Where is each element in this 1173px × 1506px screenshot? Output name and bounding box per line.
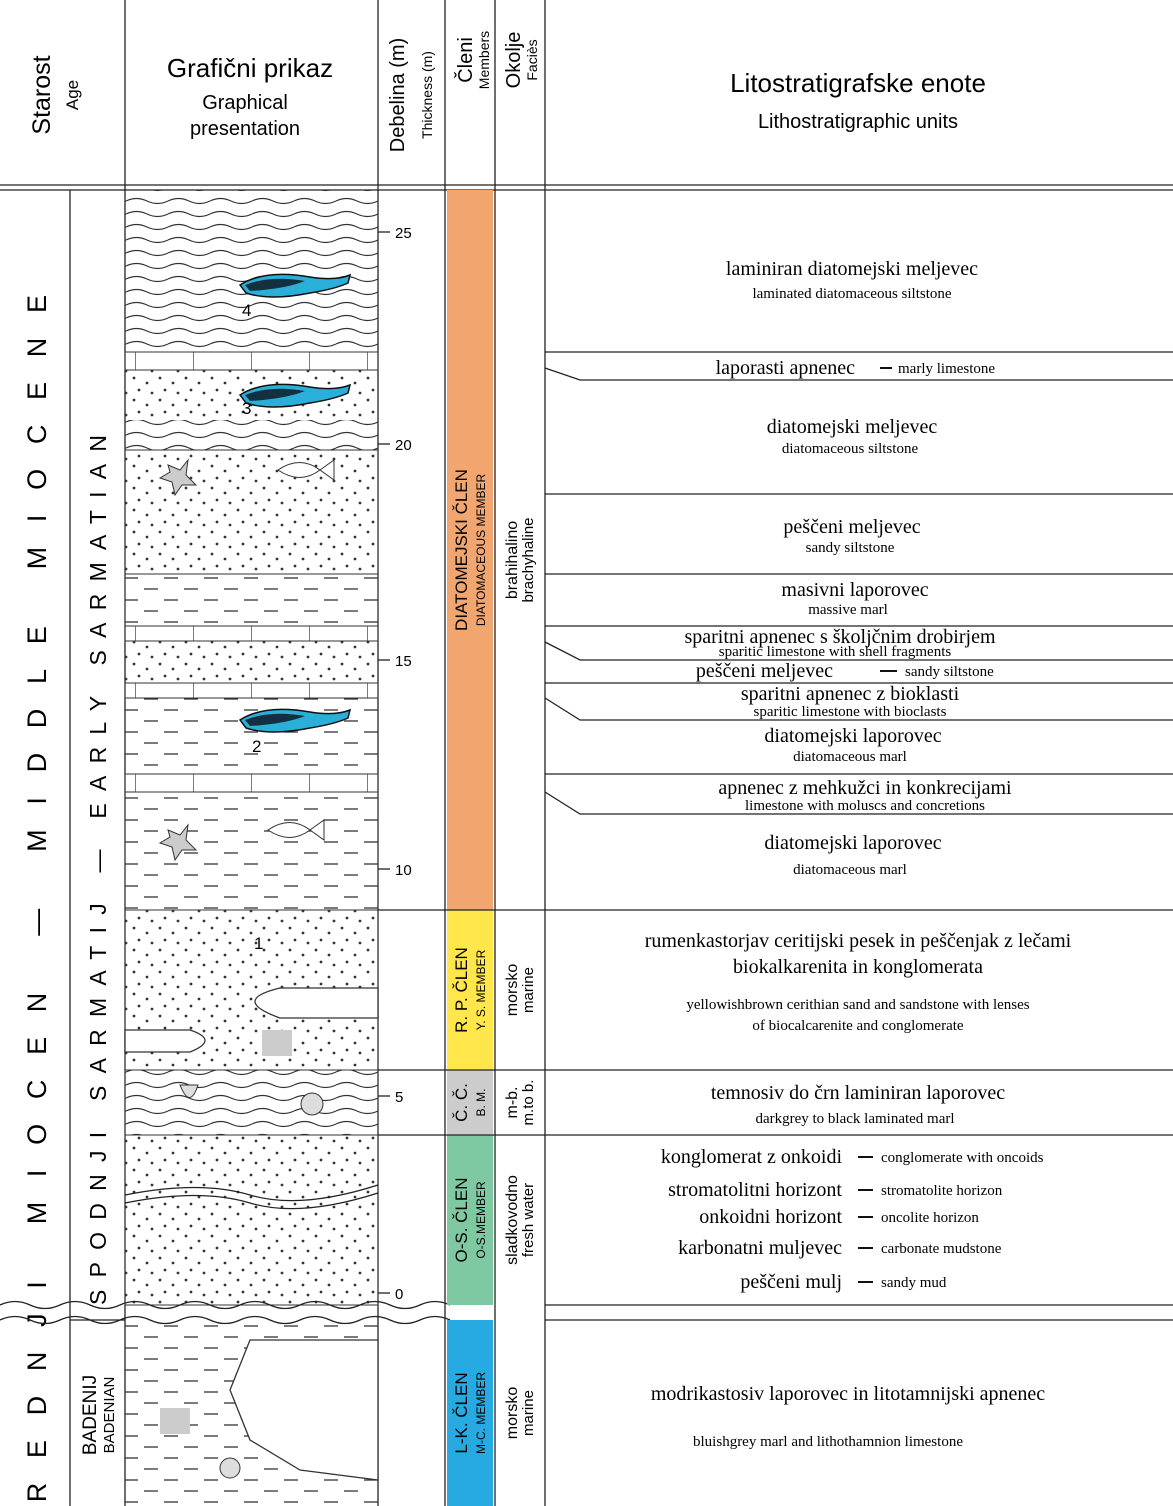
tick-label: 25 <box>395 225 412 242</box>
unit-sl: laminiran diatomejski meljevec <box>726 258 978 280</box>
unit-en: oncolite horizon <box>881 1210 979 1226</box>
unit-sl: diatomejski laporovec <box>764 725 941 747</box>
member-label: DIATOMEJSKI ČLEN <box>452 469 471 631</box>
unit-en: sandy mud <box>881 1275 947 1291</box>
unit-en: bluishgrey marl and lithothamnion limest… <box>693 1434 963 1450</box>
unit-en: sparitic limestone with bioclasts <box>754 704 947 720</box>
member-label: O-S. ČLEN <box>452 1177 471 1262</box>
header-facies: Okolje <box>503 32 525 89</box>
facies-label-en: m.to b. <box>520 1080 537 1126</box>
unit-sl: onkoidni horizont <box>699 1206 842 1228</box>
member-label: Č. Č. <box>452 1083 471 1122</box>
tick-label: 10 <box>395 862 412 879</box>
stage: BADENIJ <box>80 1375 101 1455</box>
unit-sl: diatomejski meljevec <box>767 416 938 438</box>
unit-sl: diatomejski laporovec <box>764 832 941 854</box>
unit-en: diatomaceous marl <box>793 862 907 878</box>
facies-label-en: brachyhaline <box>520 517 537 602</box>
tick-label: 15 <box>395 653 412 670</box>
fossil-number: 2 <box>252 737 261 756</box>
unit-sl: temnosiv do črn laminiran laporovec <box>711 1082 1005 1104</box>
unit-en: of biocalcarenite and conglomerate <box>752 1018 963 1034</box>
thickness-scale: 0 5 10 15 20 25 <box>378 225 412 1303</box>
fossil-number: 1 <box>254 934 263 953</box>
facies-label: morsko <box>504 964 521 1017</box>
tick-label: 0 <box>395 1286 403 1303</box>
unit-sl: karbonatni muljevec <box>678 1237 842 1259</box>
unit-en: darkgrey to black laminated marl <box>755 1111 954 1127</box>
member-label-en: B. M. <box>474 1088 488 1116</box>
unit-sl: apnenec z mehkužci in konkrecijami <box>718 777 1012 799</box>
unit-sl: biokalkarenita in konglomerata <box>733 956 983 978</box>
unit-en: stromatolite horizon <box>881 1183 1003 1199</box>
header: Starost Age Grafični prikaz Graphical pr… <box>28 31 986 152</box>
facies-label: m-b. <box>504 1087 521 1119</box>
unit-en: diatomaceous marl <box>793 749 907 765</box>
tick-label: 5 <box>395 1089 403 1106</box>
member-label-en: M-C. MEMBER <box>474 1372 488 1454</box>
header-thickness-en: Thickness (m) <box>419 51 435 139</box>
unit-en: yellowishbrown cerithian sand and sandst… <box>686 997 1029 1013</box>
units: laminiran diatomejski meljevec laminated… <box>645 258 1072 1450</box>
unit-en: sandy siltstone <box>905 664 994 680</box>
facies-label-en: fresh water <box>520 1183 537 1257</box>
member-label: L-K. ČLEN <box>452 1372 471 1453</box>
unit-en: conglomerate with oncoids <box>881 1150 1044 1166</box>
facies-label: morsko <box>504 1387 521 1440</box>
member-label: R. P. ČLEN <box>452 947 471 1033</box>
unit-sl: stromatolitni horizont <box>668 1179 842 1201</box>
lithology <box>0 190 1173 1506</box>
unit-sl: sparitni apnenec z bioklasti <box>741 683 960 705</box>
facies-label: brahihalino <box>504 521 521 599</box>
unit-sl: konglomerat z onkoidi <box>661 1146 843 1168</box>
facies-label-en: marine <box>520 967 537 1013</box>
header-facies-en: Faciès <box>524 39 540 80</box>
unit-en: massive marl <box>808 602 888 618</box>
header-age-en: Age <box>63 80 82 110</box>
facies-label-en: marine <box>520 1390 537 1436</box>
unit-en: diatomaceous siltstone <box>782 441 919 457</box>
fossil-number: 4 <box>242 301 251 320</box>
unit-sl: rumenkastorjav ceritijski pesek in pešče… <box>645 930 1072 952</box>
member-label-en: O-S.MEMBER <box>474 1181 488 1259</box>
facies-label: sladkovodno <box>504 1175 521 1265</box>
member-label-en: Y. S. MEMBER <box>474 949 488 1030</box>
unit-sl: peščeni mulj <box>740 1271 842 1293</box>
unit-sl: peščeni meljevec <box>696 660 833 682</box>
member-label-en: DIATOMACEOUS MEMBER <box>474 474 488 627</box>
header-age: Starost <box>28 55 56 134</box>
header-graphic-en: Graphical <box>202 92 288 114</box>
epoch: SREDNJI MIOCEN — MIDDLE MIOCENE <box>22 295 52 1506</box>
unit-sl: masivni laporovec <box>781 579 928 601</box>
header-units-en: Lithostratigraphic units <box>758 111 958 133</box>
stratigraphic-column: Starost Age Grafični prikaz Graphical pr… <box>0 0 1173 1506</box>
unit-en: sandy siltstone <box>806 540 895 556</box>
unit-en: laminated diatomaceous siltstone <box>752 286 951 302</box>
header-units: Litostratigrafske enote <box>730 68 986 98</box>
unit-en: limestone with moluscs and concretions <box>745 798 985 814</box>
header-members-en: Members <box>476 31 492 89</box>
unit-sl: laporasti apnenec <box>716 357 855 379</box>
unit-en: sparitic limestone with shell fragments <box>719 644 952 660</box>
header-members: Členi <box>454 37 477 83</box>
tick-label: 20 <box>395 437 412 454</box>
header-thickness: Debelina (m) <box>387 38 409 152</box>
unit-sl: peščeni meljevec <box>783 516 920 538</box>
unit-sl: modrikastosiv laporovec in litotamnijski… <box>651 1383 1045 1405</box>
unit-en: carbonate mudstone <box>881 1241 1002 1257</box>
fossil-number: 3 <box>242 399 251 418</box>
stage: SPODNJI SARMATIJ — EARLY SARMATIAN <box>85 435 111 1305</box>
header-graphic-en: presentation <box>190 118 300 140</box>
header-graphic: Grafični prikaz <box>167 53 333 83</box>
stage: BADENIAN <box>101 1377 118 1454</box>
unit-en: marly limestone <box>898 361 995 377</box>
